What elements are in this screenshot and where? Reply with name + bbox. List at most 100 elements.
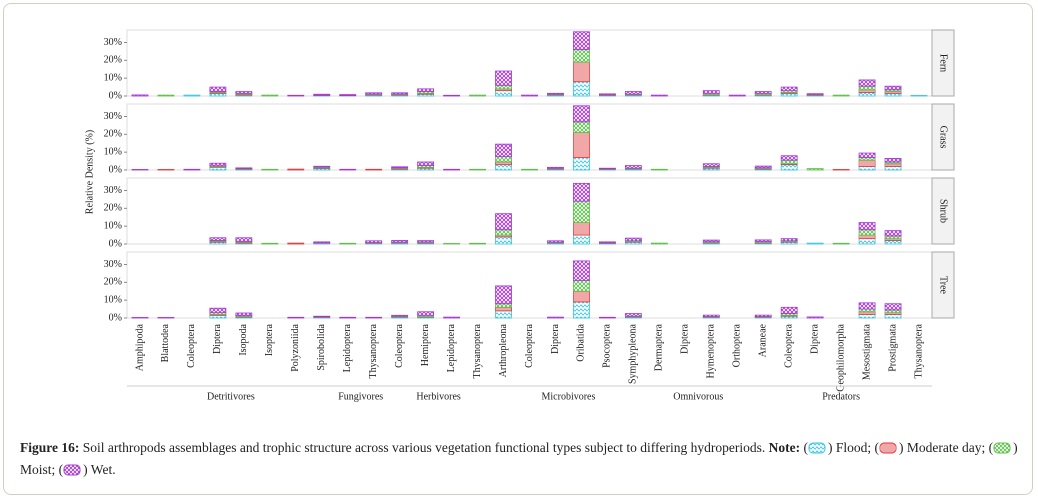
y-tick-label: 0% <box>109 90 122 101</box>
bar-segment <box>391 314 409 317</box>
chart: Relative Density (%) Fern 0% 10% 20% 30% Gras… <box>84 29 955 402</box>
bar-segment <box>884 158 902 163</box>
x-tick-label: Dermaptera <box>654 323 665 371</box>
y-tick-label: 10% <box>104 146 122 157</box>
bar-segment <box>495 143 512 158</box>
x-tick-label: Lepidoptera <box>342 323 353 372</box>
bar-segment <box>183 94 201 97</box>
x-tick-label: Diptera <box>809 323 820 354</box>
bar-segment <box>650 242 668 245</box>
group-label: Microbivores <box>542 391 596 402</box>
bar-segment <box>884 166 902 171</box>
bar-segment <box>573 132 590 158</box>
x-tick-label: Oribatida <box>576 323 587 361</box>
bar-segment <box>780 159 798 165</box>
bar-segment <box>209 166 227 171</box>
bar-segment <box>624 313 642 317</box>
y-tick-label: 30% <box>104 111 122 122</box>
group-label: Predators <box>822 391 860 402</box>
bar-segment <box>573 222 590 236</box>
bar-segment <box>339 316 357 319</box>
bar-segment <box>858 85 876 91</box>
x-tick-label: Polyzoniida <box>290 323 301 371</box>
bar-segment <box>495 164 512 171</box>
bar-segment <box>573 234 590 245</box>
bar-segment <box>624 237 642 242</box>
bar-segment <box>780 238 798 242</box>
bar-segment <box>235 167 253 169</box>
bar-segment <box>495 161 512 166</box>
bar-segment <box>858 302 876 310</box>
bar-segment <box>858 314 876 319</box>
bar-segment <box>599 167 616 170</box>
bar-segment <box>443 316 460 319</box>
y-tick-label: 10% <box>104 294 122 305</box>
bar-segment <box>780 164 798 171</box>
bar-segment <box>573 61 590 83</box>
bar-segment <box>650 168 668 171</box>
x-tick-label: Coleoptera <box>783 323 794 367</box>
y-tick-label: 0% <box>109 238 122 249</box>
bar-segment <box>339 94 357 96</box>
bar-segment <box>365 240 383 243</box>
bar-segment <box>365 316 383 319</box>
bar-segment <box>443 243 460 245</box>
bar-segment <box>495 303 512 308</box>
bar-segment <box>209 314 227 319</box>
x-tick-label: Thysanoptera <box>472 323 483 378</box>
bar-segment <box>702 163 720 167</box>
panel-border <box>126 103 933 171</box>
legend-swatch <box>63 464 81 476</box>
bar-segment <box>754 165 772 169</box>
bar-segment <box>495 70 512 86</box>
bar-segment <box>391 240 409 243</box>
bar-segment <box>884 309 902 314</box>
bar-segment <box>780 155 798 161</box>
x-tick-label: Thysanoptera <box>368 323 379 378</box>
bar-segment <box>806 168 824 171</box>
bar-segment <box>209 237 227 241</box>
bar-segment <box>728 94 746 97</box>
strip <box>931 251 955 319</box>
bar-segment <box>391 166 409 169</box>
bar-segment <box>884 303 902 311</box>
bar-segment <box>235 91 253 94</box>
bar-segment <box>858 311 876 315</box>
bar-segment <box>131 169 149 171</box>
bar-segment <box>832 242 850 245</box>
bar-segment <box>858 166 876 171</box>
bar-segment <box>599 93 616 96</box>
x-tick-label: Thysanoptera <box>913 323 924 378</box>
legend-label: Moist <box>20 462 52 477</box>
bar-segment <box>417 88 435 92</box>
bar-segment <box>832 94 850 97</box>
x-tick-label: Hymenoptera <box>706 323 717 378</box>
legend-label: Wet <box>90 462 113 477</box>
bar-segment <box>624 91 642 95</box>
legend-swatch <box>808 442 826 454</box>
panel-label: Tree <box>938 276 949 295</box>
x-tick-label: Coleoptera <box>186 323 197 367</box>
bar-segment <box>806 242 824 245</box>
bar-segment <box>417 311 435 316</box>
x-tick-label: Hemiptera <box>420 323 431 366</box>
bar-segment <box>573 31 590 51</box>
bar-segment <box>313 93 331 96</box>
x-tick-label: Isoptera <box>264 323 275 356</box>
bar-segment <box>573 290 590 303</box>
bar-segment <box>573 280 590 292</box>
bar-segment <box>547 92 564 95</box>
bar-segment <box>339 168 357 171</box>
bar-segment <box>287 94 305 97</box>
bar-segment <box>702 90 720 94</box>
bar-segment <box>495 310 512 319</box>
bar-segment <box>858 229 876 236</box>
bar-segment <box>417 161 435 166</box>
bar-segment <box>858 234 876 240</box>
bar-segment <box>521 168 538 171</box>
legend-item: ) Moderate day <box>874 440 988 455</box>
caption-text: Soil arthropods assemblages and trophic … <box>82 440 766 455</box>
x-tick-label: Prostigmata <box>887 323 898 371</box>
bar-segment <box>780 92 798 97</box>
y-axis-title: Relative Density (%) <box>84 130 95 214</box>
